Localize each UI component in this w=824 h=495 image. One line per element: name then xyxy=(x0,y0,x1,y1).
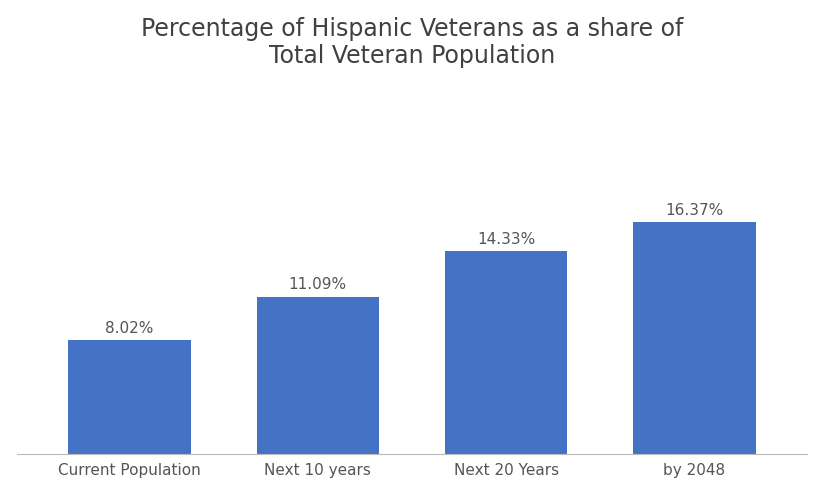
Bar xyxy=(257,297,379,453)
Text: 11.09%: 11.09% xyxy=(288,277,347,293)
Bar xyxy=(68,340,191,453)
Title: Percentage of Hispanic Veterans as a share of
Total Veteran Population: Percentage of Hispanic Veterans as a sha… xyxy=(141,17,683,68)
Text: 8.02%: 8.02% xyxy=(105,321,154,336)
Text: 14.33%: 14.33% xyxy=(477,232,536,247)
Bar xyxy=(633,222,756,453)
Text: 16.37%: 16.37% xyxy=(665,203,723,218)
Bar xyxy=(445,251,567,453)
